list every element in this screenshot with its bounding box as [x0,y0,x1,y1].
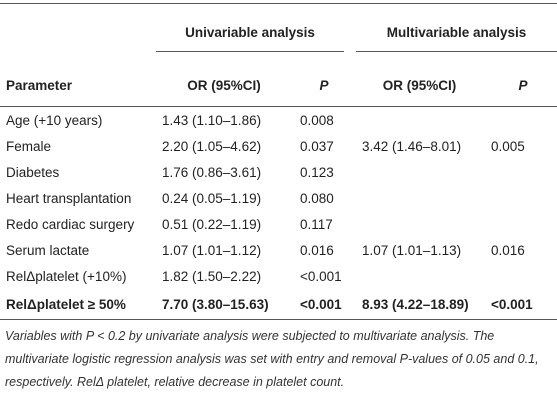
group-header-text: Multivariable analysis [356,17,557,52]
table-cell: <0.001 [300,268,342,284]
column-header: OR (95%CI) [350,64,484,107]
table-cell: 1.07 (1.01–1.13) [362,242,462,258]
table-cell: 0.51 (0.22–1.19) [162,216,262,232]
table-cell [483,107,557,134]
table-body: Age (+10 years) 1.43 (1.10–1.86) 0.008 Fema… [0,107,557,320]
table-cell: 1.82 (1.50–2.22) [162,268,262,284]
table-cell: 3.42 (1.46–8.01) [362,138,462,154]
results-table: Univariable analysis Multivariable analy… [0,3,557,320]
table-cell: 2.20 (1.05–4.62) [162,138,262,154]
table-cell: RelΔplatelet (+10%) [6,268,127,284]
table-cell: 0.117 [300,216,333,232]
table-row: Serum lactate 1.07 (1.01–1.12) 0.016 1.07 (… [0,237,557,263]
table-cell: Female [6,138,52,154]
table-cell: <0.001 [292,289,351,320]
table-cell: Heart transplantation [6,190,132,206]
table-cell [350,107,483,134]
page: Univariable analysis Multivariable analy… [0,3,557,406]
table-cell: 0.080 [300,190,334,206]
table-row: RelΔplatelet (+10%) 1.82 (1.50–2.22) <0.00… [0,263,557,289]
group-header-text: Univariable analysis [156,17,345,52]
table-cell [350,185,483,211]
column-header: P [292,64,351,107]
table-cell: 0.016 [300,242,334,258]
table-cell: RelΔplatelet ≥ 50% [0,289,150,320]
table-cell: 7.70 (3.80–15.63) [150,289,292,320]
table-cell: 8.93 (4.22–18.89) [350,289,484,320]
table-cell [483,159,557,185]
table-cell [350,211,483,237]
table-cell: 1.07 (1.01–1.12) [162,242,262,258]
table-cell: <0.001 [483,289,557,320]
table-cell: 0.016 [491,242,525,258]
table-cell: 0.24 (0.05–1.19) [162,190,262,206]
table-cell: 1.76 (0.86–3.61) [162,164,262,180]
table-row: Redo cardiac surgery 0.51 (0.22–1.19) 0.11… [0,211,557,237]
table-cell: 0.008 [300,112,334,128]
table-row: Age (+10 years) 1.43 (1.10–1.86) 0.008 [0,107,557,134]
column-header: P [483,64,557,107]
table-cell: 0.005 [491,138,525,154]
group-header: Univariable analysis [150,4,350,65]
table-row: Female 2.20 (1.05–4.62) 0.037 3.42 (1.46–8.… [0,133,557,159]
table-cell [350,159,483,185]
table-cell: Diabetes [6,164,60,180]
table-cell: 1.43 (1.10–1.86) [162,112,262,128]
table-row: Heart transplantation 0.24 (0.05–1.19) 0.0… [0,185,557,211]
corner [0,4,150,65]
column-header: OR (95%CI) [150,64,292,107]
footnote: Variables with P < 0.2 by univariate ana… [5,329,539,389]
table-row: Diabetes 1.76 (0.86–3.61) 0.123 [0,159,557,185]
table-row: RelΔplatelet ≥ 50% 7.70 (3.80–15.63) <0.00… [0,289,557,320]
column-header: Parameter [0,64,150,107]
table-cell: Redo cardiac surgery [6,216,135,232]
group-header: Multivariable analysis [350,4,557,65]
table-cell [483,185,557,211]
table-cell: 0.123 [300,164,334,180]
table-cell: Age (+10 years) [6,112,103,128]
table-cell [350,263,483,289]
table-cell: Serum lactate [6,242,90,258]
table-cell: 0.037 [300,138,334,154]
table-cell [483,263,557,289]
table-cell [483,211,557,237]
